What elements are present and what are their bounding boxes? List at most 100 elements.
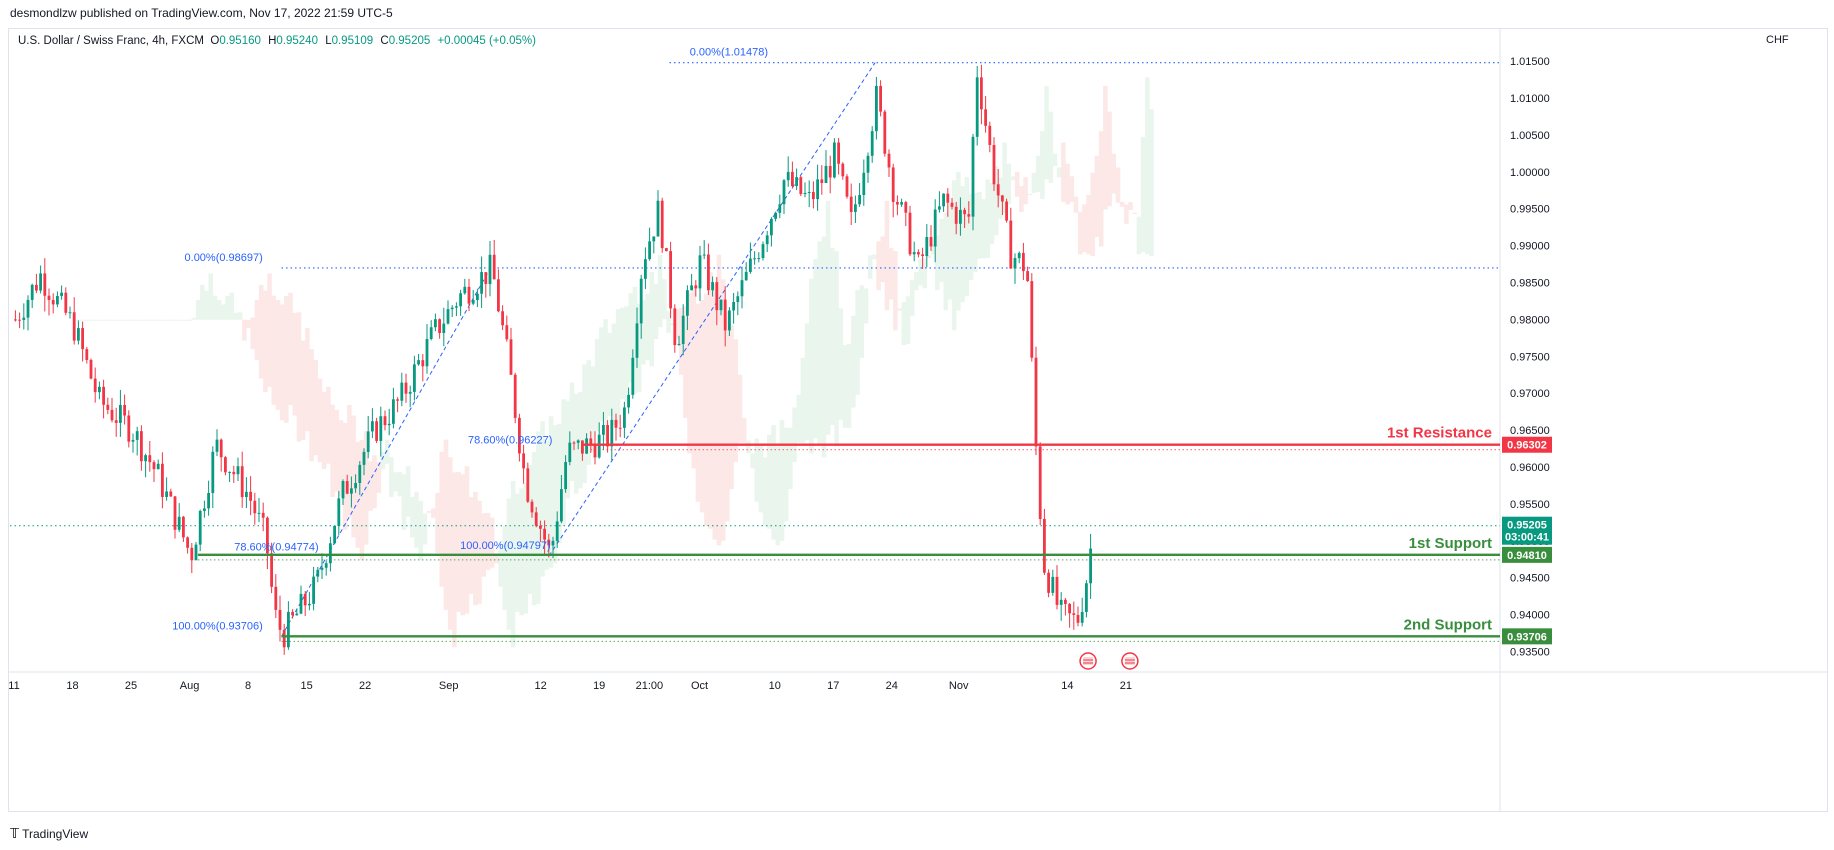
candle — [522, 444, 525, 484]
cloud-segment — [389, 457, 394, 497]
candle — [917, 249, 920, 258]
candle-body — [816, 179, 819, 200]
cloud-segment — [657, 254, 663, 328]
candle-body — [203, 508, 206, 511]
candle — [786, 156, 790, 187]
candle — [887, 149, 891, 178]
candle — [866, 152, 870, 183]
cloud-segment — [939, 218, 944, 283]
cloud-segment — [435, 492, 440, 554]
candle-body — [278, 609, 282, 630]
candle-body — [1059, 599, 1063, 605]
candle-body — [1072, 613, 1076, 615]
candle-body — [539, 525, 542, 529]
candle — [715, 277, 719, 326]
candle-body — [1080, 611, 1084, 623]
candle-body — [572, 442, 576, 444]
candle — [723, 286, 727, 347]
candle-body — [828, 165, 832, 178]
candle-body — [429, 327, 433, 340]
candle — [68, 306, 72, 319]
candle — [925, 224, 929, 268]
candle-body — [929, 237, 933, 247]
candle-body — [392, 399, 395, 424]
candle — [648, 227, 651, 261]
chart-frame — [8, 28, 1828, 812]
candle-body — [30, 284, 34, 300]
candle — [81, 321, 84, 362]
cloud-segment — [1086, 194, 1091, 255]
candle — [673, 304, 677, 353]
candle — [795, 168, 798, 191]
candle-body — [845, 176, 849, 197]
candle — [446, 300, 450, 325]
candle — [299, 585, 303, 615]
candle — [576, 439, 580, 450]
candle — [173, 496, 177, 539]
candle — [959, 197, 962, 236]
candle — [26, 295, 30, 331]
candle-body — [610, 419, 614, 447]
cloud-segment — [1136, 216, 1142, 255]
candle — [623, 401, 626, 439]
candle-body — [959, 209, 962, 224]
cloud-segment — [313, 359, 319, 456]
cloud-segment — [960, 186, 965, 303]
fib-label: 78.60%(0.96227) — [468, 434, 552, 446]
candle — [371, 408, 374, 439]
candle — [249, 476, 252, 516]
candle — [740, 266, 744, 309]
cloud-segment — [473, 491, 478, 606]
candle — [669, 241, 672, 319]
cloud-segment — [1128, 202, 1133, 210]
candle-body — [753, 258, 756, 260]
cloud-segment — [447, 457, 453, 630]
candle — [837, 137, 840, 175]
cloud-segment — [771, 425, 776, 540]
candle-body — [1068, 603, 1071, 614]
high-value: 0.95240 — [276, 35, 318, 47]
candle-body — [522, 453, 525, 469]
cloud-segment — [330, 404, 335, 497]
candle-body — [106, 404, 110, 410]
cloud-segment — [221, 304, 226, 320]
cloud-segment — [792, 407, 797, 463]
candle-body — [299, 593, 303, 614]
cloud-segment — [410, 497, 415, 538]
cloud-segment — [414, 491, 419, 548]
candle — [900, 198, 903, 207]
cloud-segment — [1082, 204, 1087, 253]
candle-body — [669, 251, 672, 309]
candle-body — [908, 212, 912, 255]
cloud-segment — [124, 319, 130, 321]
change-value: +0.00045 (+0.05%) — [437, 35, 536, 47]
cloud-segment — [145, 319, 151, 321]
candle-body — [786, 171, 790, 181]
cloud-segment — [636, 303, 642, 392]
candle — [224, 456, 227, 476]
cloud-segment — [901, 302, 907, 346]
candle — [215, 429, 219, 457]
cloud-segment — [250, 317, 256, 350]
cloud-segment — [804, 323, 810, 441]
candle-body — [119, 404, 122, 423]
cloud-segment — [380, 451, 386, 470]
candle — [656, 190, 660, 237]
cloud-segment — [107, 319, 113, 321]
cloud-segment — [603, 319, 608, 441]
cloud-segment — [99, 319, 104, 321]
candle-body — [98, 386, 101, 393]
cloud-segment — [258, 284, 264, 379]
candle-body — [530, 501, 534, 513]
candle-body — [434, 319, 437, 328]
cloud-segment — [141, 319, 146, 321]
y-tick-label: 0.93500 — [1510, 647, 1550, 659]
cloud-segment — [418, 500, 424, 561]
candle-body — [442, 323, 446, 333]
candle — [614, 413, 618, 441]
y-tick-label: 1.00500 — [1510, 130, 1550, 142]
cloud-segment — [956, 171, 961, 311]
cloud-segment — [943, 212, 949, 311]
candle-body — [513, 374, 517, 418]
